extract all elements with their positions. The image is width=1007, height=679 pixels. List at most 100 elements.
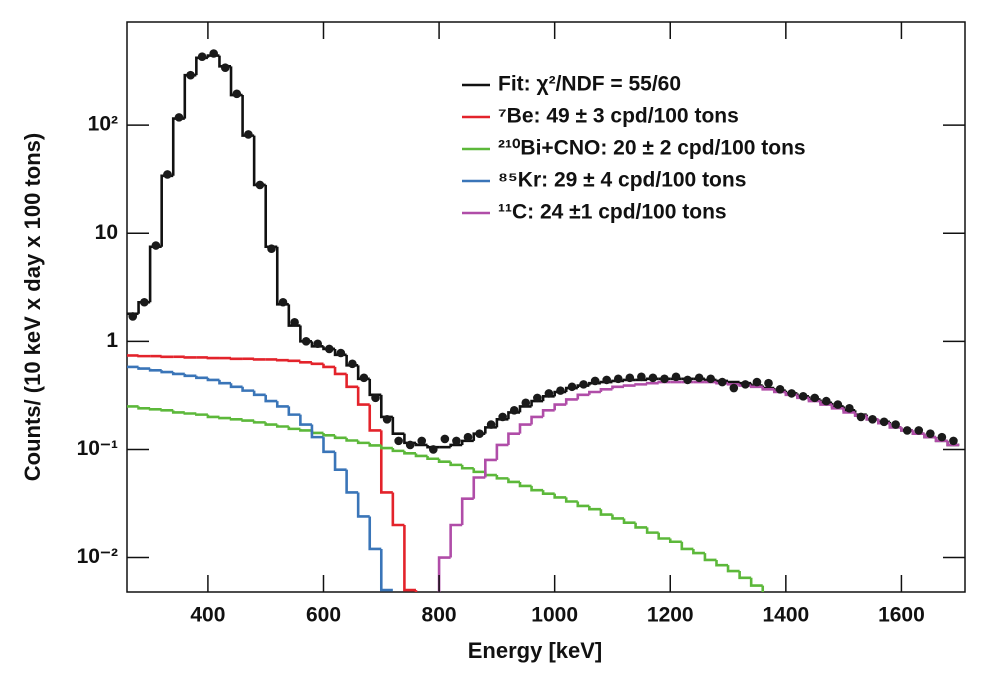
data-point [775,385,785,394]
histogram-step [275,358,289,362]
histogram-step [160,370,174,374]
histogram-step [484,458,497,478]
data-point [220,63,230,72]
data-point [902,426,912,435]
data-point [821,396,831,406]
histogram-step [622,518,636,525]
data-point [348,359,357,369]
histogram-step [391,416,405,435]
histogram-step [171,410,185,414]
data-point [694,373,704,383]
data-point [359,373,369,383]
data-point [128,312,138,321]
histogram-step [356,492,370,518]
data-point [671,372,681,382]
histogram-step [183,73,197,119]
data-point [429,445,438,454]
data-point [891,420,900,429]
histogram-step [680,541,694,551]
histogram-step [749,577,763,587]
data-point [741,380,750,389]
histogram-step [472,476,486,499]
data-point [244,130,253,139]
histogram-step [553,493,567,499]
data-point [798,392,808,401]
plot-frame [126,21,966,593]
data-point [290,318,299,327]
data-point [879,417,889,427]
histogram-step [472,468,486,474]
histogram-step [379,430,393,494]
x-tick-label: 800 [422,604,457,627]
data-point [521,398,531,408]
histogram-step [379,548,393,592]
data-point [255,180,265,190]
histogram-step [171,117,185,176]
histogram-step [148,245,162,303]
y-axis-title: Counts/ (10 keV x day x 100 tons) [20,133,45,481]
histogram-step [414,442,428,447]
histogram-step [148,368,162,372]
data-point [845,404,854,413]
x-tick-label: 400 [190,604,225,627]
histogram-step [137,354,151,358]
histogram-step [484,471,497,477]
data-point [336,348,346,358]
histogram-step [287,359,301,363]
histogram-step [241,419,255,422]
histogram-step [634,522,648,529]
y-tick-label: 10⁻² [77,545,118,568]
histogram-step [183,356,197,359]
data-point [706,374,716,384]
histogram-step [310,362,324,366]
data-point [868,415,877,424]
data-point [313,339,323,349]
data-point [417,436,427,446]
histogram-step [761,585,765,592]
histogram-step [564,398,578,405]
histogram-step [588,390,601,395]
histogram-step [229,357,243,361]
histogram-step [761,386,775,391]
histogram-step [645,381,659,385]
histogram-step [148,408,162,411]
data-point [683,375,692,385]
histogram-step [252,135,266,187]
data-point [452,436,461,446]
histogram-step [183,412,197,415]
x-tick-label: 1600 [878,604,925,627]
histogram-step [356,386,370,406]
histogram-step [414,453,428,458]
data-point [440,434,450,444]
histogram-step [368,516,382,551]
histogram-step [449,523,463,558]
histogram-step [252,358,266,361]
histogram-step [645,527,659,534]
histogram-step [206,356,220,360]
histogram-step [252,390,266,397]
histogram-step [692,548,705,555]
histogram-step [391,448,405,453]
data-point [509,406,519,415]
histogram-step [322,363,336,369]
histogram-step [287,426,301,431]
histogram-step [368,442,382,447]
histogram-step [160,355,174,359]
data-point [544,389,554,398]
histogram-step [449,443,463,448]
histogram-step [206,377,220,382]
histogram-step [634,383,648,386]
y-tick-label: 10 [95,221,118,244]
histogram-step [379,394,393,419]
data-point [717,377,727,387]
legend-label: ⁷Be: 49 ± 3 cpd/100 tons [498,105,739,128]
data-point [151,241,161,250]
histogram-step [553,403,567,411]
histogram-step [137,366,151,370]
histogram-step [195,375,208,380]
histogram-step [460,439,474,445]
data-point [163,170,172,179]
data-point [752,377,762,387]
data-point [590,376,600,386]
histogram-step [391,492,405,527]
